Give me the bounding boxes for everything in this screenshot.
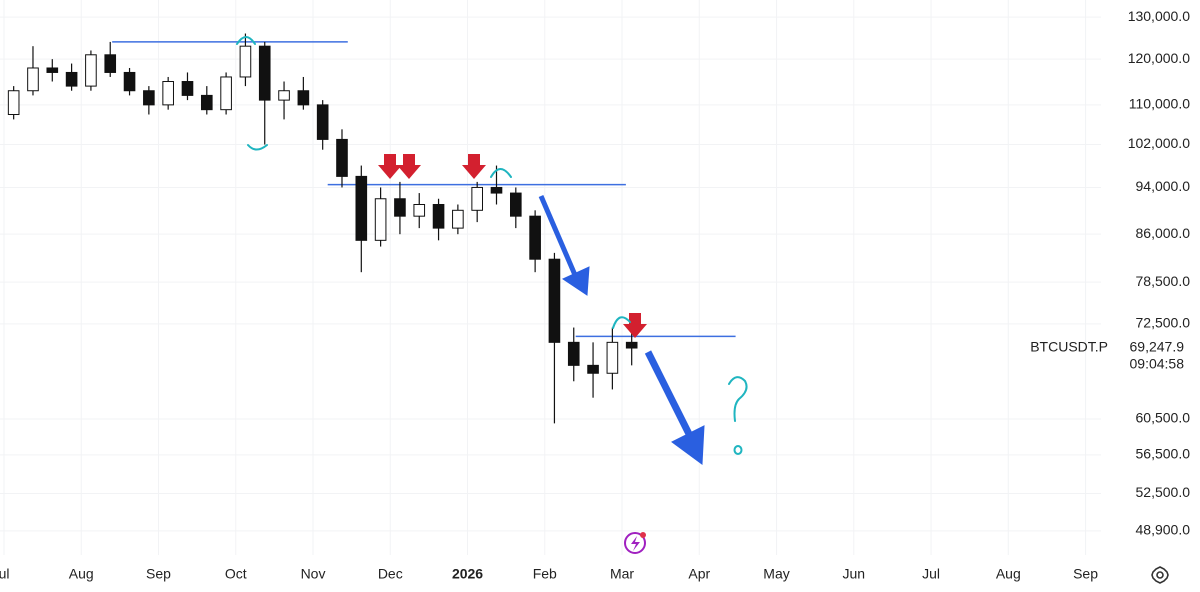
- grid: [0, 0, 1101, 555]
- candle-body: [85, 54, 97, 87]
- red-arrows: [378, 154, 647, 338]
- x-tick-label: Jul: [922, 566, 940, 582]
- candle-body: [181, 81, 194, 96]
- candle-body: [452, 209, 464, 229]
- y-tick-label: 52,500.0: [1136, 484, 1191, 500]
- candle-body: [104, 54, 117, 73]
- symbol-label: BTCUSDT.P: [1030, 339, 1108, 355]
- x-tick-label: ul: [0, 566, 9, 582]
- candle-body: [297, 90, 310, 106]
- y-tick-label: 60,500.0: [1136, 410, 1191, 426]
- x-tick-label: Sep: [146, 566, 171, 582]
- candle-body: [316, 104, 329, 140]
- candle-body: [529, 215, 541, 260]
- y-tick-label: 86,000.0: [1136, 225, 1191, 241]
- candle-body: [162, 81, 174, 106]
- x-tick-label: Nov: [301, 566, 326, 582]
- candle-body: [548, 258, 561, 343]
- candle-body: [65, 71, 78, 87]
- x-tick-label: Oct: [225, 566, 247, 582]
- y-tick-label: 94,000.0: [1136, 178, 1191, 194]
- candle-body: [625, 341, 638, 349]
- candle-body: [7, 90, 20, 116]
- candle-body: [143, 90, 155, 106]
- candle-body: [123, 71, 136, 92]
- candle-body: [606, 341, 619, 374]
- settings-icon[interactable]: [1151, 566, 1169, 584]
- candle-body: [355, 175, 368, 241]
- x-tick-label: Sep: [1073, 566, 1098, 582]
- countdown-label: 09:04:58: [1130, 356, 1185, 372]
- x-tick-label: Aug: [996, 566, 1021, 582]
- candle-body: [394, 198, 406, 217]
- y-tick-label: 72,500.0: [1136, 315, 1191, 331]
- cyan-marks: [236, 36, 748, 455]
- candle-body: [432, 203, 445, 229]
- candle-body: [239, 45, 252, 78]
- candles: [7, 33, 638, 424]
- x-tick-label: 2026: [452, 566, 483, 582]
- candle-body: [374, 198, 387, 241]
- x-tick-label: Jun: [843, 566, 866, 582]
- x-tick-label: May: [763, 566, 789, 582]
- candle-body: [567, 341, 580, 366]
- y-tick-label: 48,900.0: [1136, 522, 1191, 538]
- x-tick-label: Mar: [610, 566, 634, 582]
- y-tick-label: 120,000.0: [1128, 50, 1190, 66]
- y-tick-label: 56,500.0: [1136, 446, 1191, 462]
- candle-body: [278, 90, 290, 101]
- candle-body: [587, 364, 599, 374]
- flash-icon[interactable]: [624, 532, 646, 554]
- candle-body: [413, 203, 426, 217]
- candle-body: [490, 186, 503, 194]
- y-tick-label: 78,500.0: [1136, 273, 1191, 289]
- candle-body: [509, 192, 522, 217]
- x-tick-label: Dec: [378, 566, 403, 582]
- y-tick-label: 130,000.0: [1128, 8, 1190, 24]
- candle-body: [471, 186, 483, 211]
- candle-body: [46, 67, 59, 73]
- x-tick-label: Feb: [533, 566, 557, 582]
- blue-arrows: [538, 195, 705, 465]
- candle-body: [200, 94, 213, 111]
- candle-body: [258, 45, 271, 101]
- candle-body: [220, 76, 232, 111]
- y-tick-label: 102,000.0: [1128, 135, 1190, 151]
- last-price-label: 69,247.9: [1130, 339, 1185, 355]
- x-tick-label: Apr: [688, 566, 710, 582]
- axes: 130,000.0 120,000.0 110,000.0 102,000.0 94,0…: [0, 8, 1190, 582]
- y-tick-label: 110,000.0: [1129, 96, 1190, 112]
- level-lines: [112, 41, 736, 338]
- candle-body: [27, 67, 39, 92]
- annotations: [236, 36, 1169, 584]
- x-tick-label: Aug: [69, 566, 94, 582]
- candle-body: [336, 138, 348, 177]
